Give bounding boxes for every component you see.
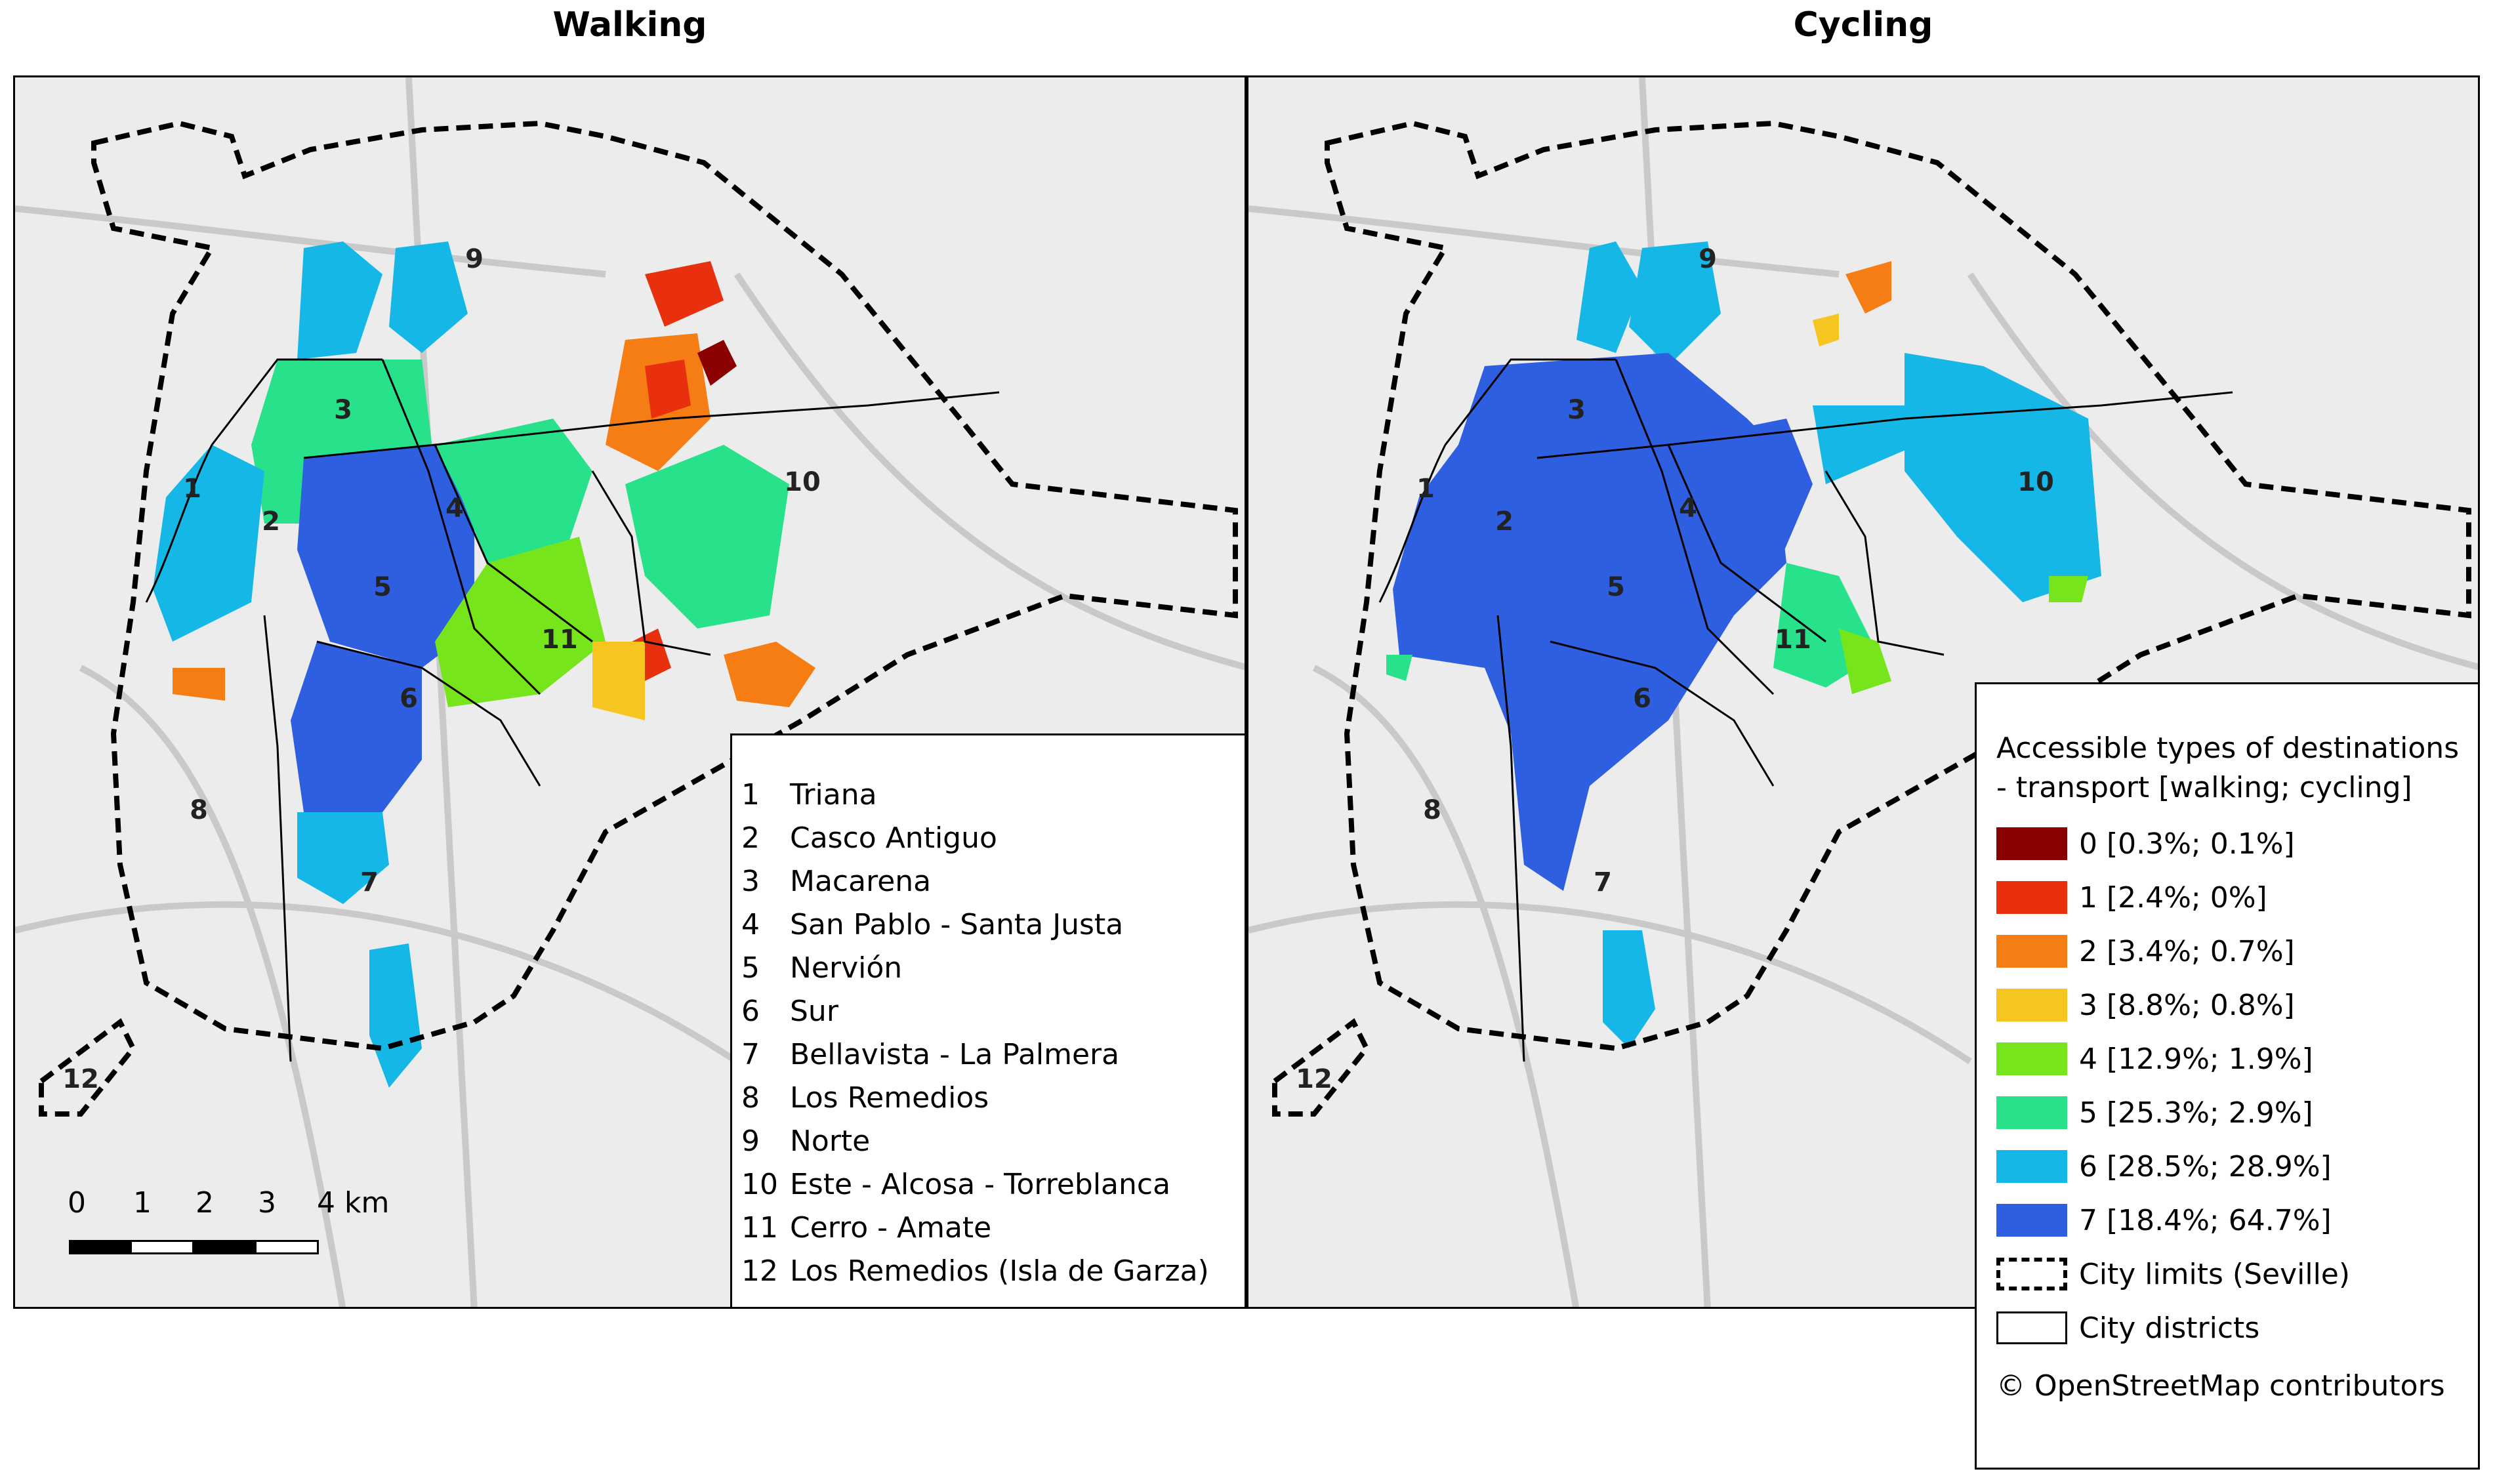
legend-class-row: 7 [18.4%; 64.7%] [1996,1193,2478,1247]
legend-class-row: 1 [2.4%; 0%] [1996,871,2478,924]
district-legend-row: 2 Casco Antiguo [741,821,997,855]
district-label: 2 [1495,506,1514,537]
scale-bar: 0 1 2 3 4 km [41,1186,389,1291]
district-legend-row: 3 Macarena [741,865,932,898]
district-label: 12 [1296,1064,1332,1094]
scale-label: 3 [258,1186,276,1220]
scale-label: 1 [133,1186,152,1220]
district-label: 4 [1679,493,1697,524]
scale-segment [130,1240,194,1254]
district-label: 9 [1699,244,1717,274]
scale-label: 2 [196,1186,214,1220]
legend-swatch [1996,1150,2067,1183]
city-limits-boundary [1325,120,2471,1052]
district-numbers: 1 2 3 4 5 6 7 8 9 10 11 12 [1296,244,2054,1094]
legend-swatch [1996,989,2067,1021]
district-legend-row: 11 Cerro - Amate [741,1211,992,1245]
legend-swatch [1996,1311,2067,1344]
city-limits-boundary [91,120,1238,1052]
city-districts [1378,358,2233,1062]
district-legend-row: 5 Nervión [741,951,903,985]
scale-label: 4 km [317,1186,390,1220]
legend-swatch [1996,1096,2067,1129]
district-label: 11 [1775,625,1811,655]
district-label: 6 [1633,684,1651,714]
scale-label: 0 [68,1186,86,1220]
scale-segment [69,1240,132,1254]
scale-segment [255,1240,319,1254]
district-label: 5 [373,572,392,602]
district-numbers: 1 2 3 4 5 6 7 8 9 10 11 12 [62,244,821,1094]
map-attribution: © OpenStreetMap contributors [1996,1369,2445,1403]
district-label: 10 [784,467,821,497]
legend-swatch [1996,1042,2067,1075]
district-legend-row: 7 Bellavista - La Palmera [741,1038,1120,1071]
district-label: 3 [334,395,352,425]
district-legend-row: 9 Norte [741,1124,871,1158]
district-legend-row: 10 Este - Alcosa - Torreblanca [741,1168,1171,1201]
accessibility-legend: Accessible types of destinations - trans… [1975,682,2480,1470]
district-label: 7 [1594,867,1612,897]
district-label: 1 [183,474,201,504]
legend-class-row: 0 [0.3%; 0.1%] [1996,817,2478,871]
legend-swatch [1996,1204,2067,1237]
legend-class-row: 6 [28.5%; 28.9%] [1996,1140,2478,1193]
district-label: 3 [1567,395,1586,425]
scale-segment [192,1240,257,1254]
legend-class-row: 5 [25.3%; 2.9%] [1996,1086,2478,1140]
legend-class-row: 4 [12.9%; 1.9%] [1996,1032,2478,1086]
city-districts [145,358,1000,1062]
district-label: 6 [400,684,418,714]
district-legend-row: 6 Sur [741,995,838,1028]
walking-map-panel: 1 2 3 4 5 6 7 8 9 10 11 12 1 Triana 2 Casc… [13,75,1246,1309]
district-legend-row: 1 Triana [741,778,877,812]
district-label: 12 [62,1064,99,1094]
district-legend-row: 4 San Pablo - Santa Justa [741,908,1124,941]
district-label: 5 [1607,572,1625,602]
legend-city-limits-row: City limits (Seville) [1996,1247,2478,1301]
isla-de-garza-boundary [39,1018,136,1117]
district-label: 7 [360,867,379,897]
legend-swatch [1996,935,2067,968]
district-label: 8 [1423,795,1441,825]
district-label: 1 [1416,474,1435,504]
legend-swatch [1996,827,2067,860]
district-label: 11 [541,625,578,655]
district-legend-row: 8 Los Remedios [741,1081,989,1115]
district-label: 8 [190,795,208,825]
district-label: 9 [465,244,484,274]
walking-map-title: Walking [552,5,707,45]
accessibility-hexes [153,241,815,1088]
legend-swatch [1996,881,2067,914]
district-label: 10 [2017,467,2054,497]
legend-city-districts-row: City districts [1996,1301,2478,1355]
district-label: 4 [445,493,464,524]
legend-title: Accessible types of destinations - trans… [1996,732,2460,804]
district-legend-row: 12 Los Remedios (Isla de Garza) [741,1254,1209,1288]
legend-swatch [1996,1258,2067,1290]
cycling-map: 1 2 3 4 5 6 7 8 9 10 11 12 [1248,77,2478,1307]
cycling-map-title: Cycling [1793,5,1933,45]
district-legend: 1 Triana 2 Casco Antiguo 3 Macarena 4 San Pa… [730,733,1245,1307]
district-label: 2 [262,506,280,537]
legend-class-row: 3 [8.8%; 0.8%] [1996,978,2478,1032]
isla-de-garza-boundary [1272,1018,1370,1117]
legend-class-row: 2 [3.4%; 0.7%] [1996,924,2478,978]
